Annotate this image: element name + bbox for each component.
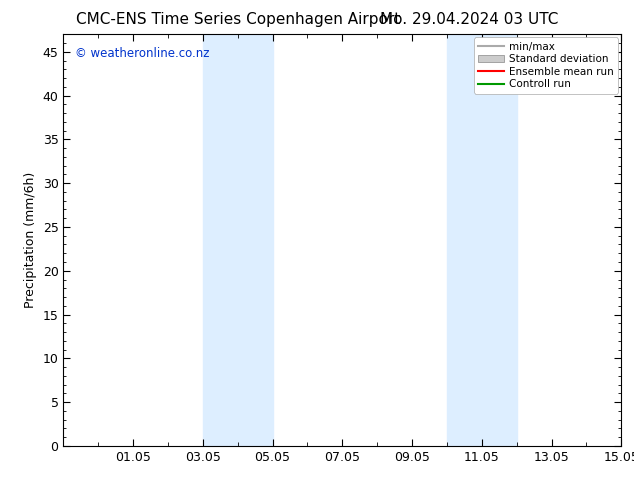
Text: Mo. 29.04.2024 03 UTC: Mo. 29.04.2024 03 UTC	[380, 12, 558, 27]
Y-axis label: Precipitation (mm/6h): Precipitation (mm/6h)	[24, 172, 37, 308]
Bar	[203, 34, 273, 446]
Text: CMC-ENS Time Series Copenhagen Airport: CMC-ENS Time Series Copenhagen Airport	[76, 12, 400, 27]
Legend: min/max, Standard deviation, Ensemble mean run, Controll run: min/max, Standard deviation, Ensemble me…	[474, 37, 618, 94]
Bar	[447, 34, 517, 446]
Text: © weatheronline.co.nz: © weatheronline.co.nz	[75, 47, 209, 60]
